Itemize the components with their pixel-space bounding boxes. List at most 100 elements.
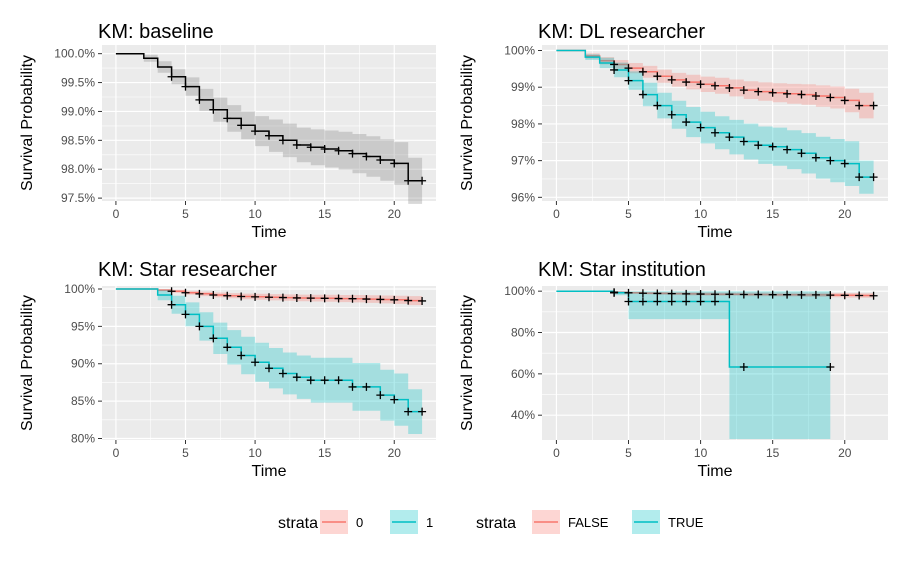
censor-mark-true bbox=[711, 297, 719, 306]
legends: strata 0 1 strata FALSE TRUE bbox=[278, 510, 704, 534]
censor-mark-true bbox=[653, 101, 662, 110]
x-tick-label: 10 bbox=[694, 207, 708, 221]
legend-2: strata FALSE TRUE bbox=[476, 510, 704, 534]
censor-mark-1 bbox=[376, 391, 385, 400]
x-tick-label: 15 bbox=[766, 207, 780, 221]
censor-mark-overall bbox=[251, 127, 260, 136]
censor-mark-false bbox=[869, 291, 878, 300]
y-axis-title: Survival Probability bbox=[459, 55, 476, 191]
censor-mark-true bbox=[739, 137, 748, 146]
censor-mark-true bbox=[610, 288, 619, 297]
legend-title: strata bbox=[278, 515, 318, 532]
censor-mark-0 bbox=[334, 294, 343, 303]
censor-mark-false bbox=[754, 290, 763, 299]
y-tick-label: 97% bbox=[511, 154, 535, 168]
censor-mark-true bbox=[783, 145, 792, 154]
x-tick-label: 10 bbox=[248, 207, 262, 221]
x-tick-label: 20 bbox=[838, 446, 852, 460]
censor-mark-false bbox=[624, 288, 633, 297]
censor-mark-overall bbox=[390, 159, 399, 168]
panel-title: KM: Star researcher bbox=[98, 259, 277, 281]
x-tick-label: 10 bbox=[248, 446, 262, 460]
censor-mark-false bbox=[696, 290, 705, 299]
x-tick-label: 5 bbox=[182, 207, 189, 221]
censor-mark-overall bbox=[404, 176, 413, 185]
x-tick-label: 0 bbox=[113, 207, 120, 221]
legend-label: 1 bbox=[426, 515, 433, 530]
x-axis-title: Time bbox=[698, 463, 733, 480]
censor-mark-true bbox=[711, 128, 719, 137]
censor-mark-0 bbox=[418, 296, 427, 305]
censor-mark-1 bbox=[292, 373, 301, 382]
y-tick-label: 95% bbox=[71, 319, 95, 333]
panel-1: 0 5 10 15 20 97.5% 98.0% 98.5% 99.0% 99.5% 100.0%K… bbox=[19, 21, 436, 241]
y-tick-label: 100% bbox=[504, 284, 535, 298]
censor-mark-overall bbox=[265, 131, 273, 140]
y-tick-label: 98.0% bbox=[61, 162, 95, 176]
panel-4: 0 5 10 15 20 40% 60% 80% 100%KM: Star institutio… bbox=[459, 259, 888, 480]
y-tick-label: 96% bbox=[511, 190, 535, 204]
censor-mark-true bbox=[826, 156, 835, 165]
censor-mark-false bbox=[739, 86, 748, 95]
x-tick-label: 15 bbox=[318, 446, 332, 460]
y-tick-label: 99.5% bbox=[61, 76, 95, 90]
censor-mark-overall bbox=[223, 114, 232, 123]
censor-mark-false bbox=[638, 67, 647, 76]
censor-mark-true bbox=[840, 159, 849, 168]
censor-mark-1 bbox=[418, 407, 427, 416]
x-tick-label: 5 bbox=[625, 446, 632, 460]
censor-mark-0 bbox=[390, 295, 399, 304]
censor-mark-true bbox=[811, 153, 820, 162]
censor-mark-overall bbox=[292, 140, 301, 149]
censor-mark-false bbox=[725, 290, 734, 299]
censor-mark-false bbox=[711, 290, 719, 299]
panel-2: 0 5 10 15 20 96% 97% 98% 99% 100%KM: DL researche… bbox=[459, 21, 888, 241]
y-axis-title: Survival Probability bbox=[19, 55, 36, 191]
confidence-band-true bbox=[556, 291, 831, 439]
y-tick-label: 100% bbox=[504, 44, 535, 58]
censor-mark-false bbox=[840, 291, 849, 300]
legend-label: 0 bbox=[356, 515, 363, 530]
x-tick-label: 5 bbox=[625, 207, 632, 221]
censor-mark-1 bbox=[167, 300, 176, 309]
censor-mark-false bbox=[826, 291, 835, 300]
y-tick-label: 80% bbox=[511, 326, 535, 340]
censor-mark-false bbox=[768, 88, 777, 97]
censor-mark-overall bbox=[237, 121, 246, 130]
x-tick-label: 20 bbox=[388, 446, 402, 460]
censor-mark-false bbox=[638, 289, 647, 298]
y-axis-title: Survival Probability bbox=[459, 295, 476, 431]
censor-mark-0 bbox=[292, 293, 301, 302]
censor-mark-false bbox=[783, 89, 792, 98]
censor-mark-overall bbox=[334, 146, 343, 155]
x-tick-label: 0 bbox=[113, 446, 120, 460]
censor-mark-true bbox=[855, 173, 864, 182]
censor-mark-overall bbox=[348, 149, 357, 158]
censor-mark-0 bbox=[320, 294, 329, 303]
y-tick-label: 97.5% bbox=[61, 191, 95, 205]
censor-mark-1 bbox=[348, 382, 357, 391]
censor-mark-0 bbox=[348, 294, 357, 303]
censor-mark-overall bbox=[362, 152, 371, 161]
legend-1: strata 0 1 bbox=[278, 510, 433, 534]
censor-mark-0 bbox=[195, 289, 204, 298]
censor-mark-true bbox=[667, 110, 676, 119]
x-tick-label: 20 bbox=[388, 207, 402, 221]
panel-3: 0 5 10 15 20 80% 85% 90% 95% 100%KM: Star researc… bbox=[19, 259, 436, 480]
censor-mark-false bbox=[855, 101, 864, 110]
censor-mark-1 bbox=[404, 407, 413, 416]
censor-mark-1 bbox=[237, 351, 246, 360]
censor-mark-0 bbox=[223, 291, 232, 300]
censor-mark-1 bbox=[334, 376, 343, 385]
censor-mark-false bbox=[739, 290, 748, 299]
censor-mark-0 bbox=[362, 295, 371, 304]
censor-mark-1 bbox=[251, 358, 260, 367]
confidence-band-overall bbox=[115, 53, 423, 204]
censor-mark-1 bbox=[306, 376, 315, 385]
x-axis-title: Time bbox=[252, 463, 287, 480]
censor-mark-true bbox=[653, 297, 662, 306]
x-tick-label: 20 bbox=[838, 207, 852, 221]
censor-mark-true bbox=[610, 65, 619, 74]
censor-mark-overall bbox=[418, 176, 427, 185]
